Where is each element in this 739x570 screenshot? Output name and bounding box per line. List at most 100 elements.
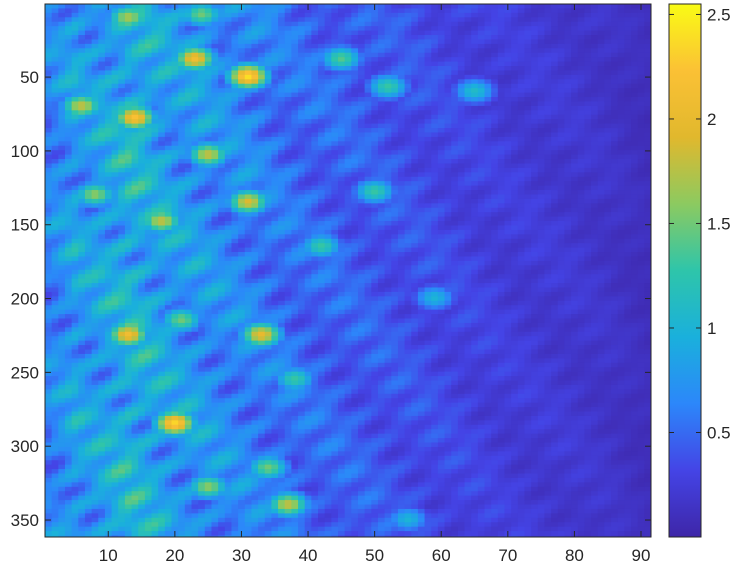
heatmap-cell — [264, 300, 273, 306]
heatmap-cell — [144, 30, 153, 36]
heatmap-cell — [91, 163, 99, 169]
heatmap-cell — [264, 136, 273, 142]
heatmap-cell — [45, 256, 53, 262]
heatmap-cell — [264, 331, 273, 337]
heatmap-cell — [251, 83, 259, 89]
heatmap-cell — [244, 66, 253, 72]
heatmap-cell — [91, 216, 99, 222]
heatmap-cell — [58, 486, 66, 492]
heatmap-cell — [151, 194, 159, 200]
heatmap-cell — [264, 429, 273, 435]
heatmap-cell — [278, 331, 286, 337]
heatmap-cell — [291, 398, 299, 404]
heatmap-cell — [104, 274, 113, 280]
heatmap-cell — [111, 39, 119, 45]
heatmap-cell — [318, 70, 326, 76]
heatmap-cell — [138, 309, 146, 315]
heatmap-cell — [304, 384, 312, 390]
heatmap-cell — [264, 234, 273, 240]
heatmap-cell — [264, 252, 273, 258]
heatmap-cell — [251, 345, 259, 351]
heatmap-cell — [184, 207, 193, 213]
heatmap-cell — [64, 442, 73, 448]
heatmap-cell — [64, 190, 73, 196]
heatmap-cell — [171, 39, 179, 45]
heatmap-cell — [224, 234, 233, 240]
heatmap-cell — [78, 181, 86, 187]
heatmap-cell — [151, 234, 159, 240]
heatmap-cell — [311, 172, 319, 178]
heatmap-cell — [251, 12, 259, 18]
heatmap-cell — [304, 314, 312, 320]
heatmap-cell — [51, 185, 59, 191]
heatmap-cell — [218, 455, 226, 461]
heatmap-cell — [144, 345, 153, 351]
heatmap-cell — [244, 172, 253, 178]
heatmap-cell — [238, 526, 246, 532]
heatmap-cell — [198, 526, 206, 532]
heatmap-cell — [64, 110, 73, 116]
heatmap-cell — [104, 243, 113, 249]
heatmap-cell — [191, 225, 199, 231]
heatmap-cell — [258, 132, 266, 138]
heatmap-cell — [144, 70, 153, 76]
heatmap-cell — [131, 309, 139, 315]
heatmap-cell — [144, 119, 153, 125]
heatmap-cell — [191, 318, 199, 324]
heatmap-cell — [178, 4, 186, 10]
heatmap-cell — [131, 367, 139, 373]
heatmap-cell — [204, 12, 213, 18]
heatmap-cell — [64, 278, 73, 284]
heatmap-cell — [238, 88, 246, 94]
heatmap-cell — [51, 376, 59, 382]
heatmap-cell — [244, 238, 253, 244]
heatmap-cell — [158, 424, 166, 430]
heatmap-cell — [91, 212, 99, 218]
heatmap-cell — [104, 495, 113, 501]
heatmap-cell — [224, 238, 233, 244]
heatmap-cell — [98, 464, 106, 470]
heatmap-cell — [124, 181, 133, 187]
heatmap-cell — [78, 150, 86, 156]
heatmap-cell — [264, 66, 273, 72]
heatmap-cell — [258, 438, 266, 444]
heatmap-cell — [244, 150, 253, 156]
heatmap-cell — [204, 482, 213, 488]
heatmap-cell — [78, 8, 86, 14]
heatmap-cell — [131, 429, 139, 435]
heatmap-cell — [118, 97, 126, 103]
heatmap-cell — [78, 238, 86, 244]
heatmap-cell — [144, 331, 153, 337]
heatmap-cell — [51, 345, 59, 351]
heatmap-cell — [151, 83, 159, 89]
heatmap-cell — [264, 535, 273, 537]
heatmap-cell — [138, 128, 146, 134]
heatmap-cell — [231, 43, 239, 49]
heatmap-cell — [118, 101, 126, 107]
heatmap-cell — [91, 167, 99, 173]
heatmap-cell — [258, 287, 266, 293]
heatmap-cell — [311, 331, 319, 337]
heatmap-cell — [198, 376, 206, 382]
heatmap-cell — [218, 252, 226, 258]
heatmap-cell — [98, 508, 106, 514]
heatmap-cell — [291, 278, 299, 284]
heatmap-cell — [191, 535, 199, 537]
heatmap-cell — [111, 362, 119, 368]
heatmap-cell — [71, 136, 79, 142]
heatmap-cell — [244, 508, 253, 514]
heatmap-cell — [258, 92, 266, 98]
heatmap-cell — [271, 52, 279, 58]
heatmap-cell — [184, 159, 193, 165]
heatmap-cell — [298, 486, 306, 492]
heatmap-cell — [184, 8, 193, 14]
heatmap-cell — [151, 198, 159, 204]
heatmap-cell — [64, 362, 73, 368]
heatmap-cell — [131, 296, 139, 302]
heatmap-cell — [51, 389, 59, 395]
heatmap-cell — [164, 371, 173, 377]
heatmap-cell — [251, 411, 259, 417]
heatmap-cell — [198, 145, 206, 151]
heatmap-cell — [45, 415, 53, 421]
heatmap-cell — [178, 438, 186, 444]
